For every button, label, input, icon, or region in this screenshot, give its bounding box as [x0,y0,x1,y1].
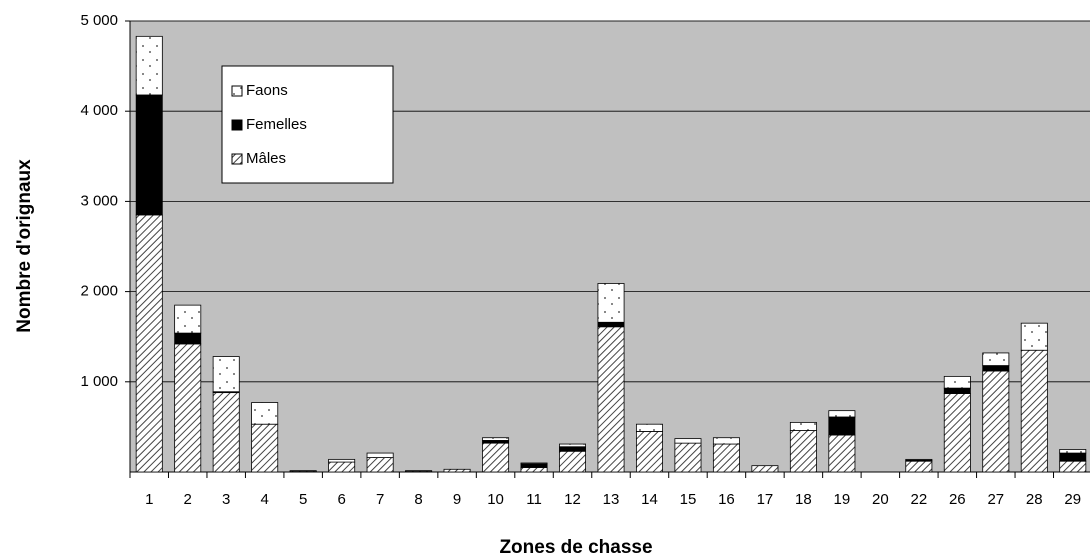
bar-segment [1059,460,1087,473]
bar-segment [751,465,779,473]
bar-segment [828,416,856,436]
bar-segment [559,443,587,448]
bar-segment [482,442,510,473]
x-tick-label: 15 [680,491,697,508]
bar-segment [135,94,163,216]
bar-segment [943,393,971,473]
bar-segment [635,423,663,432]
bar-segment [674,442,702,473]
y-axis-title: Nombre d'orignaux [14,159,35,333]
bar-segment [597,326,625,473]
bar-segment [174,332,202,345]
bar-segment [482,440,510,444]
x-tick-label: 29 [1064,491,1081,508]
x-tick-label: 4 [261,491,269,508]
y-tick-label: 4 000 [80,102,118,119]
bar-segment [597,283,625,323]
bar-segment [597,321,625,328]
bar-segment [789,421,817,431]
x-tick-label: 3 [222,491,230,508]
y-tick-label: 2 000 [80,283,118,300]
bar-segment [828,434,856,473]
x-tick-label: 28 [1026,491,1043,508]
x-tick-label: 13 [603,491,620,508]
x-tick-label: 27 [987,491,1004,508]
x-tick-label: 6 [337,491,345,508]
bar-segment [251,402,279,425]
x-tick-label: 2 [184,491,192,508]
bar-segment [135,35,163,96]
bar-segment [1059,452,1087,462]
y-tick-label: 5 000 [80,12,118,29]
x-tick-label: 10 [487,491,504,508]
x-tick-label: 14 [641,491,658,508]
bar-segment [559,446,587,452]
bar-segment [1020,322,1048,351]
x-tick-label: 7 [376,491,384,508]
x-axis-title: Zones de chasse [499,537,652,558]
bar-segment [520,462,548,465]
x-tick-label: 19 [834,491,851,508]
x-tick-label: 8 [414,491,422,508]
x-tick-label: 17 [757,491,774,508]
bar-segment [828,410,856,418]
bar-segment [212,392,240,473]
bar-segment [943,387,971,394]
x-tick-label: 20 [872,491,889,508]
bar-segment [443,468,471,473]
bar-segment [712,437,740,445]
bar-segment [328,461,356,473]
bar-segment [559,450,587,473]
bar-segment [905,460,933,473]
x-tick-label: 18 [795,491,812,508]
bar-segment [905,458,933,461]
legend-label: Faons [246,82,288,99]
bar-segment [982,370,1010,473]
bar-segment [366,452,394,458]
x-tick-label: 1 [145,491,153,508]
y-tick-label: 3 000 [80,192,118,209]
y-tick-label: 1 000 [80,373,118,390]
x-tick-label: 16 [718,491,735,508]
bar-segment [943,375,971,389]
bar-segment [328,458,356,463]
legend-swatch [231,119,243,131]
bar-segment [1020,349,1048,473]
x-tick-label: 9 [453,491,461,508]
legend-label: Mâles [246,150,286,167]
x-tick-label: 22 [910,491,927,508]
x-tick-label: 11 [526,491,542,508]
bar-segment [1059,449,1087,454]
bar-segment [982,352,1010,366]
legend-label: Femelles [246,116,307,133]
bar-segment [635,431,663,473]
legend-box [221,65,394,184]
bar-segment [366,457,394,473]
x-tick-label: 26 [949,491,966,508]
bar-segment [674,438,702,444]
bar-segment [482,437,510,441]
legend-swatch [231,153,243,165]
x-tick-label: 5 [299,491,307,508]
bar-segment [520,463,548,468]
bar-segment [712,443,740,473]
bar-segment [212,356,240,393]
bar-segment [174,343,202,473]
bar-segment [982,365,1010,372]
bar-segment [135,214,163,473]
bar-segment [520,467,548,473]
bar-segment [251,423,279,473]
bar-segment [789,430,817,473]
x-tick-label: 12 [564,491,581,508]
legend-swatch [231,85,243,97]
bar-segment [174,304,202,334]
